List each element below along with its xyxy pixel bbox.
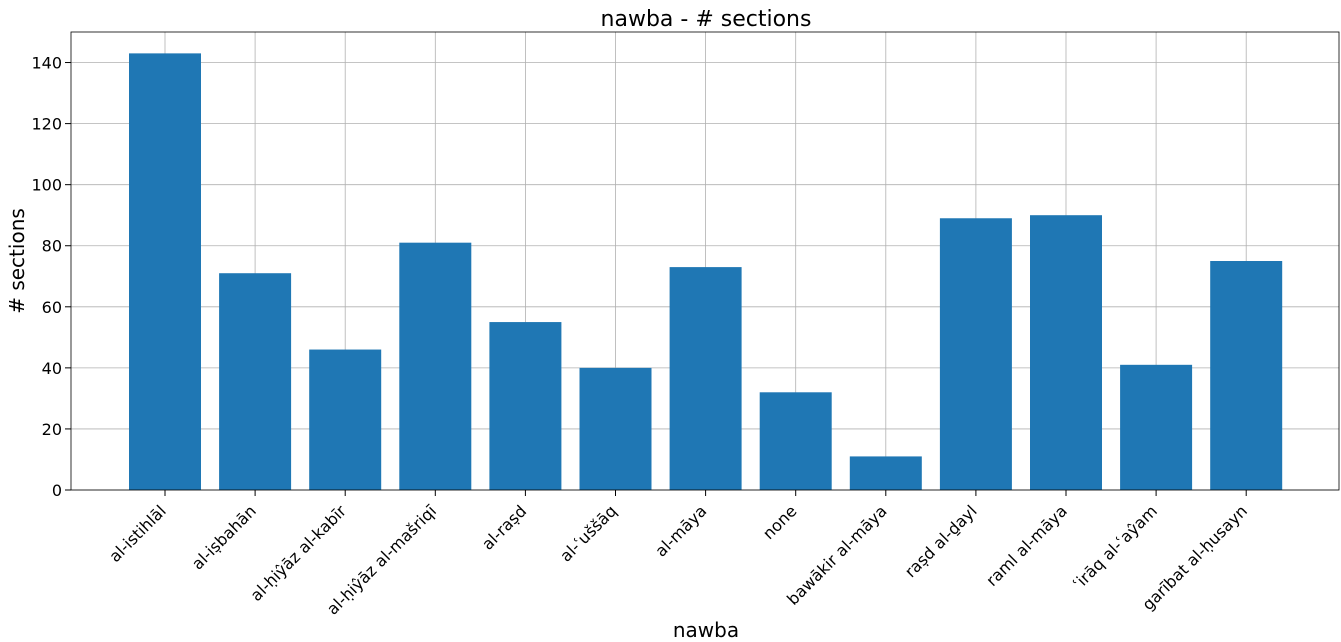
bar bbox=[579, 367, 652, 490]
bar bbox=[759, 392, 832, 490]
bar bbox=[1120, 364, 1193, 490]
bar bbox=[939, 218, 1012, 490]
x-tick-label: al-ḥiŷāz al-kabīr bbox=[247, 501, 351, 605]
chart-title: nawba - # sections bbox=[601, 7, 812, 32]
x-tick-label: raml al-māya bbox=[982, 501, 1071, 590]
x-tick-label: al-ʿuššāq bbox=[556, 501, 620, 565]
bar bbox=[1030, 215, 1102, 490]
bar bbox=[1210, 261, 1283, 490]
bar bbox=[129, 53, 201, 491]
y-axis: 0 20 40 60 80 100 120 140 bbox=[31, 54, 71, 500]
x-tick-label: none bbox=[759, 501, 801, 543]
y-tick-label: 60 bbox=[42, 298, 62, 317]
bar bbox=[489, 322, 562, 490]
bar bbox=[669, 267, 742, 490]
y-tick-label: 0 bbox=[52, 481, 62, 500]
y-tick-label: 20 bbox=[42, 420, 62, 439]
x-tick-label: raṣd al-ḏayl bbox=[901, 501, 981, 581]
bars bbox=[129, 53, 1283, 491]
y-tick-label: 100 bbox=[31, 176, 62, 195]
bar bbox=[219, 273, 292, 490]
bar bbox=[309, 349, 382, 490]
y-tick-label: 40 bbox=[42, 359, 62, 378]
x-tick-label: al-raṣd bbox=[478, 501, 530, 553]
plot-frame bbox=[70, 31, 1340, 491]
bar bbox=[849, 456, 922, 490]
x-tick-label: ʿirāq al-ʿaŷam bbox=[1069, 501, 1161, 593]
x-axis-label: nawba bbox=[673, 618, 739, 642]
bar bbox=[399, 242, 472, 490]
x-tick-label: bawākir al-māya bbox=[783, 501, 890, 608]
x-tick-label: al-istihlāl bbox=[105, 501, 170, 566]
y-tick-label: 120 bbox=[31, 115, 62, 134]
x-tick-label: al-iṣbahān bbox=[188, 501, 260, 573]
y-tick-label: 80 bbox=[42, 237, 62, 256]
y-axis-label: # sections bbox=[5, 208, 29, 314]
x-tick-label: al-māya bbox=[651, 501, 710, 560]
y-tick-label: 140 bbox=[31, 54, 62, 73]
